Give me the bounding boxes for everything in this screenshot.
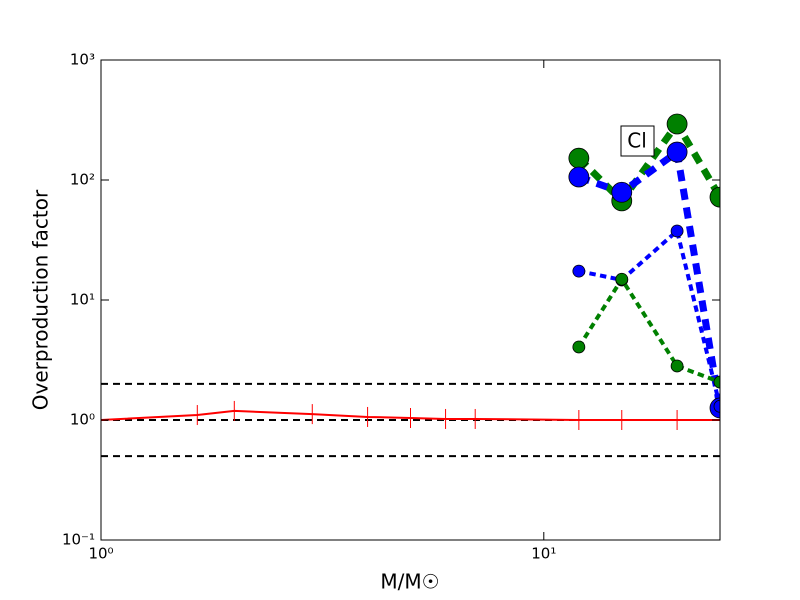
point	[713, 375, 720, 389]
point	[713, 399, 720, 413]
point	[615, 272, 629, 286]
y-tick-label: 10⁰	[70, 411, 95, 429]
x-tick-label: 10¹	[531, 545, 556, 563]
y-tick-label: 10²	[70, 171, 95, 189]
point	[568, 147, 590, 169]
series-line	[577, 145, 720, 409]
annotation-box	[620, 125, 655, 157]
y-tick-label: 10¹	[70, 291, 95, 309]
y-tick-label: 10⁻¹	[62, 531, 95, 549]
point	[572, 264, 586, 278]
point	[568, 166, 590, 188]
point	[670, 224, 684, 238]
y-axis-title: Overproduction factor	[29, 189, 53, 410]
x-axis-title: M/M☉	[380, 570, 439, 594]
x-tick-label: 10⁰	[88, 545, 113, 563]
series-line	[101, 409, 720, 421]
annotation: Cl	[627, 129, 647, 153]
point	[709, 186, 720, 208]
point	[666, 141, 688, 163]
series-line	[577, 275, 720, 384]
plot-area	[101, 113, 720, 458]
point	[572, 340, 586, 354]
point	[670, 359, 684, 373]
point	[611, 181, 633, 203]
y-tick-label: 10³	[70, 51, 95, 69]
series-line	[576, 117, 720, 207]
series-line	[578, 227, 720, 407]
point	[666, 113, 688, 135]
